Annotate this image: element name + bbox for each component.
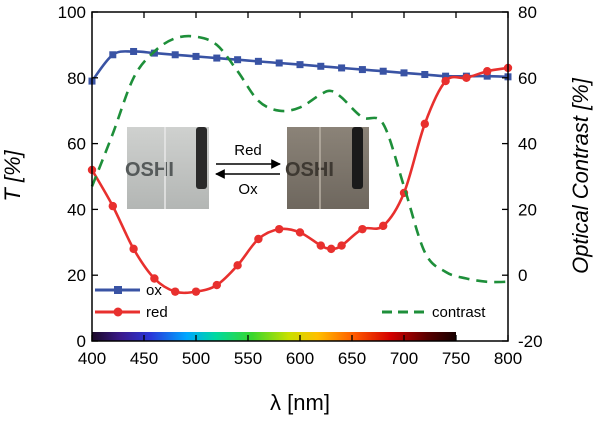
y-right-tick-label-80: 80: [518, 3, 537, 22]
point-ox-720: [421, 71, 429, 79]
point-red-540: [233, 261, 242, 270]
series-line-red: [90, 66, 509, 295]
point-ox-540: [234, 56, 242, 64]
point-ox-740: [442, 72, 450, 80]
legend-label-red: red: [146, 304, 168, 321]
legend-ox: ox: [95, 282, 162, 299]
point-ox-580: [275, 59, 283, 67]
legend-contrast: contrast: [382, 304, 486, 321]
y-right-tick-label-40: 40: [518, 135, 537, 154]
point-ox-500: [192, 52, 200, 60]
point-red-660: [358, 224, 367, 234]
point-red-640: [337, 241, 346, 250]
point-ox-480: [171, 51, 179, 59]
point-red-560: [254, 234, 263, 244]
x-tick-label-800: 800: [494, 349, 522, 368]
y-left-tick-label-80: 80: [67, 69, 86, 88]
series-line-contrast: [90, 34, 509, 284]
legend-label-contrast: contrast: [432, 304, 486, 321]
point-red-780: [483, 67, 492, 76]
point-red-580: [275, 224, 284, 234]
point-red-600: [295, 228, 305, 237]
point-red-620: [316, 241, 325, 250]
visible-spectrum-bar: [92, 332, 456, 341]
legend-label-ox: ox: [146, 282, 162, 299]
point-red-720: [420, 119, 429, 129]
point-red-630: [327, 244, 336, 254]
y-left-tick-label-100: 100: [58, 3, 86, 22]
point-ox-440: [130, 47, 138, 55]
x-tick-label-750: 750: [442, 349, 470, 368]
y-right-tick-label-20: 20: [518, 200, 537, 219]
y-right-tick-label--20: -20: [518, 332, 543, 351]
point-red-520: [212, 280, 221, 290]
point-red-740: [441, 76, 450, 86]
legend: ox red contrast: [95, 282, 486, 321]
photo-reduced: OSHI: [285, 127, 369, 209]
point-red-480: [171, 287, 180, 296]
point-ox-700: [400, 69, 408, 77]
inset-photos: OSHI OSHI Red Ox: [125, 127, 369, 209]
point-ox-780: [483, 72, 491, 80]
point-ox-640: [338, 64, 346, 72]
point-ox-420: [109, 51, 117, 59]
x-tick-label-650: 650: [338, 349, 366, 368]
y-axis-left-title: T [%]: [0, 149, 25, 201]
x-axis-title: λ [nm]: [270, 390, 330, 415]
y-right-tick-label-60: 60: [518, 69, 537, 88]
point-red-420: [108, 201, 118, 211]
y-left-tick-label-40: 40: [67, 200, 86, 219]
series-layer: [87, 34, 513, 296]
y-left-tick-label-20: 20: [67, 266, 86, 285]
point-red-500: [191, 287, 201, 296]
photo-oxidized: OSHI: [125, 127, 209, 209]
point-ox-600: [296, 61, 304, 69]
point-red-440: [129, 244, 138, 254]
point-red-680: [379, 221, 388, 231]
point-red-760: [462, 73, 471, 83]
y-right-tick-label-0: 0: [518, 266, 527, 285]
axis-layer: 400 450 500 550 600 650 700 750 800020406080100-…: [58, 3, 543, 368]
x-tick-label-500: 500: [182, 349, 210, 368]
arrow-label-ox: Ox: [238, 181, 258, 198]
point-ox-620: [317, 62, 325, 70]
y-axis-right-title: Optical Contrast [%]: [568, 77, 593, 274]
y-left-tick-label-60: 60: [67, 135, 86, 154]
x-tick-label-450: 450: [130, 349, 158, 368]
x-tick-label-700: 700: [390, 349, 418, 368]
x-tick-label-550: 550: [234, 349, 262, 368]
point-red-460: [150, 274, 159, 283]
legend-red: red: [95, 304, 168, 321]
x-tick-label-400: 400: [78, 349, 106, 368]
point-ox-660: [358, 66, 366, 74]
point-ox-560: [254, 57, 262, 65]
y-left-tick-label-0: 0: [77, 332, 86, 351]
point-ox-680: [379, 67, 387, 75]
arrow-label-red: Red: [234, 142, 262, 159]
photo-oxidized-text: OSHI: [125, 159, 174, 181]
photo-reduced-text: OSHI: [285, 159, 334, 181]
point-ox-520: [213, 54, 221, 62]
x-tick-label-600: 600: [286, 349, 314, 368]
